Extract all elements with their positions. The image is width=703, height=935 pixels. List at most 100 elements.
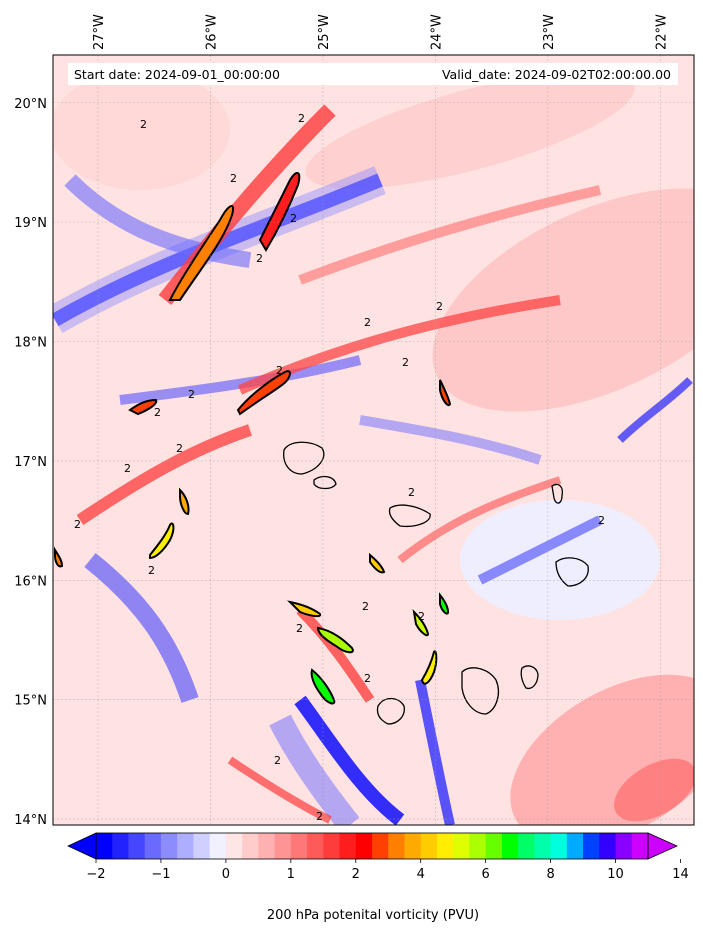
colorbar-swatch (534, 833, 552, 859)
colorbar-swatch (96, 833, 113, 859)
pv-negative-band (359, 415, 542, 465)
pv-positive-region (432, 188, 694, 412)
contour-label: 2 (298, 112, 305, 125)
y-tick-label: 19°N (14, 216, 47, 231)
colorbar-swatch (615, 833, 633, 859)
colorbar-swatch (583, 833, 600, 859)
contour-label: 2 (362, 600, 369, 613)
contour-label: 2 (364, 672, 371, 685)
contour-label: 2 (176, 442, 183, 455)
pv-max-contour (258, 172, 301, 252)
island-outline (461, 667, 500, 715)
contour-label: 2 (148, 564, 155, 577)
pv-negative-band (617, 377, 693, 443)
colorbar-swatch (323, 833, 341, 859)
contour-label: 2 (124, 462, 131, 475)
colorbar-swatch (566, 833, 584, 859)
colorbar-label: 200 hPa potenital vorticity (PVU) (267, 908, 479, 923)
colorbar-swatch (242, 833, 259, 859)
y-tick-label: 14°N (14, 813, 47, 828)
colorbar-swatch (355, 833, 373, 859)
contour-label: 2 (256, 252, 263, 265)
contour-label: 2 (154, 406, 161, 419)
colorbar-tick-label: 8 (546, 867, 554, 882)
contour-label: 2 (188, 388, 195, 401)
contour-label: 2 (274, 754, 281, 767)
pv-negative-band (415, 679, 455, 825)
colorbar-swatch (290, 833, 308, 859)
x-tick-label: 25°W (317, 14, 332, 50)
colorbar-swatch (193, 833, 211, 859)
pv-positive-band (227, 756, 332, 824)
pv-positive-region (53, 70, 230, 190)
pv-max-contour (412, 609, 430, 637)
colorbar-swatch (144, 833, 162, 859)
island-outline (555, 557, 589, 587)
x-axis-ticks: 27°W 26°W 25°W 24°W 23°W 22°W (92, 14, 669, 50)
pv-max-contour (439, 592, 450, 615)
pv-max-contour (149, 522, 175, 560)
pv-positive-band (298, 185, 602, 285)
y-tick-label: 15°N (14, 694, 47, 709)
colorbar-swatch (469, 833, 487, 859)
contour-label: 2 (140, 118, 147, 131)
contour-labels: 2 2 2 2 2 2 2 2 2 2 2 2 2 2 2 2 2 2 2 2 2 2 2 (74, 112, 605, 823)
island-outline (520, 665, 539, 690)
contour-label: 2 (598, 514, 605, 527)
colorbar-swatch (388, 833, 405, 859)
gridlines (53, 55, 694, 825)
start-date-label: Start date: 2024-09-01_00:00:00 (74, 67, 280, 82)
colorbar-swatch (258, 833, 276, 859)
colorbar-swatch (404, 833, 422, 859)
pv-negative-band (64, 174, 252, 268)
pv-max-contour (168, 205, 234, 301)
contour-label: 2 (402, 356, 409, 369)
x-tick-label: 22°W (654, 14, 669, 50)
colorbar-tick-label: 10 (607, 867, 624, 882)
contour-label: 2 (230, 172, 237, 185)
pv-max-contour (286, 600, 322, 618)
colorbar-frame (95, 832, 649, 860)
colorbar-swatch (209, 833, 227, 859)
pv-negative-band (119, 355, 362, 405)
island-outline (283, 441, 325, 475)
contour-label: 2 (408, 486, 415, 499)
header-box (68, 63, 678, 85)
contour-label: 2 (74, 518, 81, 531)
colorbar-swatch (436, 833, 454, 859)
colorbar-swatch (550, 833, 568, 859)
colorbar-under-extension (67, 832, 97, 860)
colorbar-tick-label: 6 (482, 867, 490, 882)
pv-field: 2 2 2 2 2 2 2 2 2 2 2 2 2 2 2 2 2 2 2 2 2 2 2 (53, 55, 694, 825)
colorbar-tick-label: 2 (352, 867, 360, 882)
y-tick-label: 17°N (14, 455, 47, 470)
pv-max-contour (316, 626, 354, 654)
pv-negative-band (269, 714, 360, 825)
colorbar-swatch (307, 833, 324, 859)
pv-negative-band (84, 552, 199, 703)
colorbar-swatch (599, 833, 617, 859)
colorbar-swatch (518, 833, 535, 859)
x-tick-label: 27°W (92, 14, 107, 50)
colorbar-tick-label: −1 (151, 867, 170, 882)
x-tick-label: 26°W (204, 14, 219, 50)
colorbar-swatch (339, 833, 357, 859)
colorbar-swatch (453, 833, 470, 859)
contour-label: 2 (418, 610, 425, 623)
contour-label: 2 (364, 316, 371, 329)
y-axis-ticks: 20°N 19°N 18°N 17°N 16°N 15°N 14°N (14, 97, 47, 828)
contour-label: 2 (436, 300, 443, 313)
colorbar-swatch (485, 833, 503, 859)
pv-positive-band (296, 606, 375, 703)
pv-positive-region (614, 758, 694, 822)
valid-date-label: Valid_date: 2024-09-02T02:00:00.00 (442, 67, 671, 82)
colorbar-ticks: −2 −1 0 1 2 4 6 8 10 14 (86, 859, 689, 882)
pv-max-contour (128, 398, 158, 416)
island-outline (388, 504, 431, 528)
contour-label: 2 (276, 364, 283, 377)
colorbar-tick-label: 0 (222, 867, 230, 882)
y-tick-label: 18°N (14, 336, 47, 351)
contour-label: 2 (290, 212, 297, 225)
plot-frame (52, 54, 695, 826)
